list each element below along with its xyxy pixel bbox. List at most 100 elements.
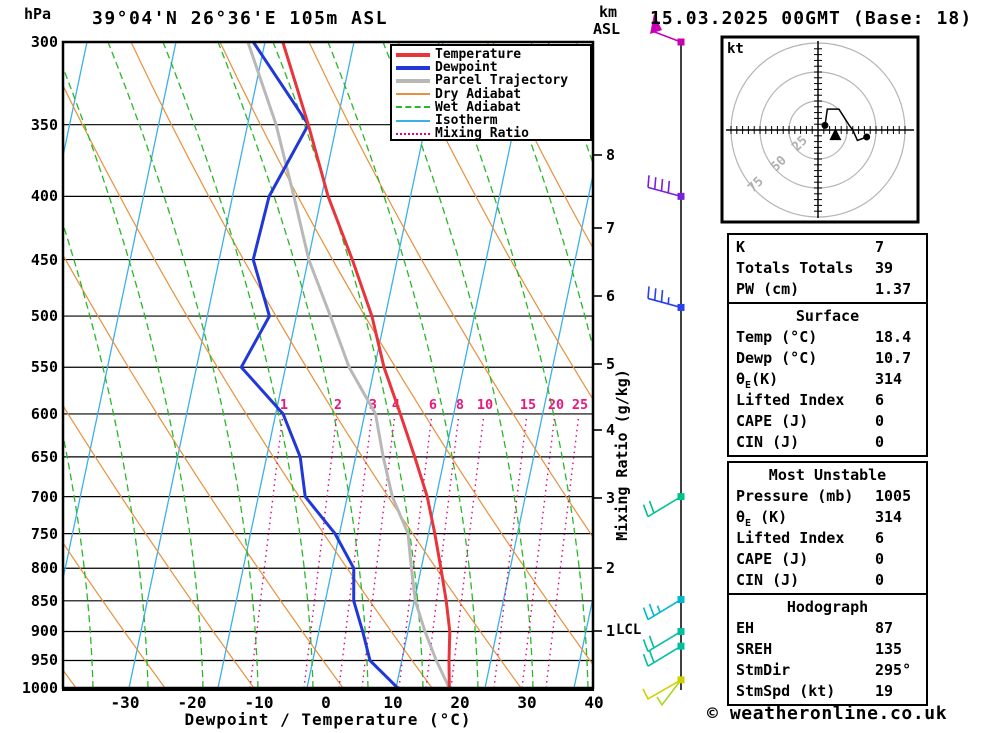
lcl-label: LCL [616,622,642,638]
stat-value: 6 [875,529,885,547]
plot-border [61,40,595,691]
stat-label: Totals Totals [736,259,854,277]
isotherm-line-swatch-icon [396,119,430,122]
svg-text:3: 3 [369,397,377,413]
legend-item-label: Mixing Ratio [435,126,529,142]
info-box-surface: Surface Temp (°C) 18.4 Dewp (°C) 10.7 θE(K) 31… [727,302,928,457]
wind-barb [642,642,685,667]
legend-item-label: Parcel Trajectory [435,73,569,89]
wind-barb [642,596,685,621]
stat-label: CAPE (J) [736,412,809,430]
stat-label: CAPE (J) [736,550,809,568]
stat-row: Totals Totals 39 [729,258,926,279]
mixing-ratio-axis-title: Mixing Ratio (g/kg) [613,369,631,541]
x-axis-title: Dewpoint / Temperature (°C) [184,710,472,729]
stat-label: Pressure (mb) [736,487,854,505]
temperature-tick-label: -30 [110,693,140,712]
info-box-title: Hodograph [786,598,869,616]
mixing-ratio-line-swatch-icon [396,132,430,135]
legend-item-label: Isotherm [435,113,498,129]
svg-text:20: 20 [548,397,564,413]
pressure-tick-label: 650 [30,447,58,466]
stat-value: 0 [875,571,885,589]
legend-item-label: Wet Adiabat [435,99,522,115]
pressure-tick-label: 300 [30,33,58,51]
temperature-tick-label: 30 [517,693,537,712]
stat-row: Lifted Index 6 [729,390,926,411]
stat-row: CAPE (J) 0 [729,411,926,432]
asl-axis-label: ASL [593,20,621,38]
isotherm-lines [63,42,593,688]
km-axis-label: km [599,3,618,21]
dewpoint-line-swatch-icon [396,65,430,70]
pressure-gridlines [63,124,593,662]
stat-label: CIN (J) [736,433,800,451]
stat-value: 0 [875,550,885,568]
km-tick-label: 4 [606,421,616,439]
stat-value: 6 [875,391,885,409]
legend-item: Parcel Trajectory [396,74,590,87]
svg-text:25: 25 [572,397,588,413]
stat-value: 0 [875,433,885,451]
wind-barb [650,14,685,46]
svg-text:10: 10 [477,397,493,413]
temperature-tick-label: 20 [450,693,470,712]
stat-row: Temp (°C) 18.4 [729,327,926,348]
svg-text:2: 2 [334,397,342,413]
legend-item: Mixing Ratio [396,127,590,140]
stat-row: PW (cm) 1.37 [729,279,926,300]
stat-row: EH 87 [729,618,926,639]
legend-item-label: Dry Adiabat [435,86,522,102]
stat-row: StmDir 295° [729,660,926,681]
km-axis-ticks [593,154,602,632]
info-box-indices: K 7 Totals Totals 39 PW (cm) 1.37 [727,233,928,304]
stat-value: 19 [875,682,894,700]
hodograph-trace [824,108,867,142]
pressure-tick-label: 500 [30,307,58,326]
pressure-tick-label: 850 [30,591,58,610]
stat-label: StmSpd (kt) [736,682,836,700]
stat-row: StmSpd (kt) 19 [729,681,926,702]
legend-item-label: Dewpoint [435,60,498,76]
stat-value: 1.37 [875,280,912,298]
pressure-tick-label: 700 [30,487,58,506]
pressure-tick-label: 600 [30,404,58,423]
stat-row: SREH 135 [729,639,926,660]
pressure-tick-label: 550 [30,358,58,377]
stat-label: K [736,238,746,256]
temperature-tick-label: 40 [584,693,604,712]
parcel-trajectory-curve [246,42,451,688]
km-tick-label: 5 [606,355,616,373]
temperature-tick-label: 10 [383,693,403,712]
stat-label: θE(K) [736,370,779,391]
stat-label: Lifted Index [736,391,845,409]
legend-box: Temperature Dewpoint Parcel Trajectory Dry … [390,44,592,141]
stat-row: θE (K) 314 [729,507,926,529]
stat-row: Pressure (mb) 1005 [729,486,926,507]
temperature-tick-label: -10 [244,693,274,712]
pressure-tick-label: 450 [30,250,58,269]
station-title: 39°04'N 26°36'E 105m ASL [92,8,389,29]
hodograph-unit-label: kt [727,41,744,57]
stat-row: Dewp (°C) 10.7 [729,348,926,369]
info-box-title: Surface [795,307,860,325]
pressure-tick-label: 350 [30,115,58,134]
svg-text:15: 15 [520,397,536,413]
stat-value: 135 [875,640,903,658]
stat-value: 87 [875,619,894,637]
stat-value: 314 [875,370,903,388]
pressure-tick-label: 1000 [21,679,58,697]
pressure-tick-label: 400 [30,187,58,206]
pressure-axis-unit: hPa [24,5,52,23]
km-tick-label: 3 [606,489,616,507]
pressure-tick-label: 750 [30,524,58,543]
km-tick-label: 6 [606,287,616,305]
legend-item: Temperature [396,48,590,61]
stat-value: 0 [875,412,885,430]
km-tick-label: 7 [606,219,616,237]
km-tick-label: 2 [606,559,616,577]
info-box-title: Most Unstable [768,466,887,484]
stat-label: EH [736,619,755,637]
